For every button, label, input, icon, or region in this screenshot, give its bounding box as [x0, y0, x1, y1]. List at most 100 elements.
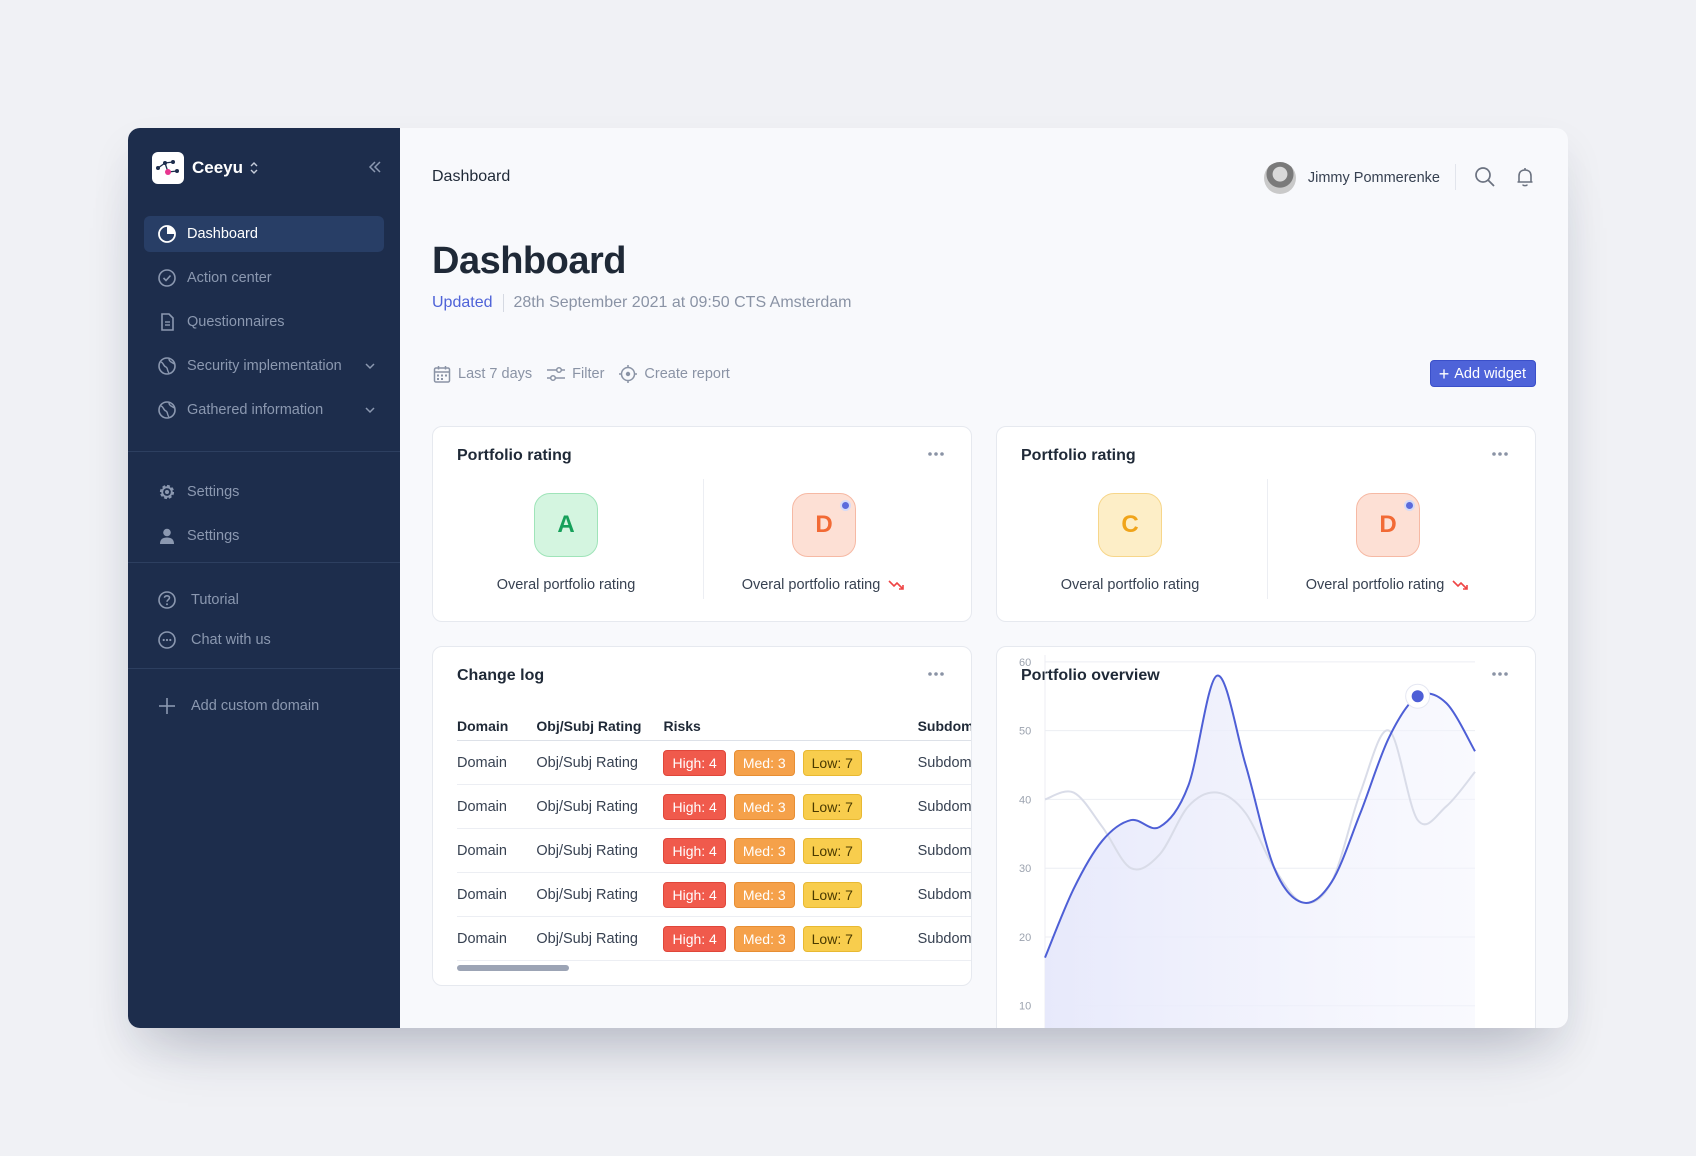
rating-badge: D	[792, 493, 856, 557]
domain-nav: Add custom domain	[144, 688, 384, 732]
rating-cell: Obj/Subj Rating	[536, 842, 638, 859]
risk-low-badge: Low: 7	[802, 749, 862, 776]
risk-high-badge: High: 4	[663, 749, 726, 776]
page-title: Dashboard	[432, 240, 626, 282]
card-title: Change log	[457, 667, 545, 684]
y-tick-label: 20	[1019, 932, 1031, 944]
portfolio-overview-card: Portfolio overview 10 20 30 40 50 60	[996, 646, 1536, 1028]
notification-dot	[840, 500, 851, 511]
add-custom-domain-button[interactable]: Add custom domain	[144, 688, 384, 724]
risks-cell: High: 4 Med: 3 Low: 7	[663, 749, 917, 776]
last-updated: Updated 28th September 2021 at 09:50 CTS…	[432, 294, 851, 312]
more-options-icon[interactable]	[927, 671, 945, 677]
more-options-icon[interactable]	[1491, 671, 1509, 677]
rating-label-text: Overal portfolio rating	[741, 577, 881, 593]
sidebar-item-chat[interactable]: Chat with us	[144, 622, 384, 658]
sidebar-item-security-implementation[interactable]: Security implementation	[144, 348, 384, 384]
table-header: Domain Obj/Subj Rating Risks Subdom	[457, 711, 972, 741]
y-tick-label: 30	[1019, 863, 1031, 875]
risk-med-badge: Med: 3	[733, 837, 795, 864]
card-title: Portfolio rating	[457, 447, 572, 464]
workspace-switcher[interactable]: Ceeyu	[152, 152, 259, 184]
sidebar-item-dashboard[interactable]: Dashboard	[144, 216, 384, 252]
add-custom-domain-label: Add custom domain	[191, 698, 320, 714]
series-area	[1045, 675, 1475, 1028]
domain-cell: Domain	[457, 930, 507, 947]
create-report-button[interactable]: Create report	[618, 364, 730, 384]
risk-low-badge: Low: 7	[802, 925, 862, 952]
card-title: Portfolio rating	[1021, 447, 1136, 464]
column-header: Subdom	[917, 717, 972, 734]
risks-cell: High: 4 Med: 3 Low: 7	[663, 925, 917, 952]
domain-cell: Domain	[457, 754, 507, 771]
calendar-icon	[433, 366, 451, 383]
collapse-sidebar-icon[interactable]	[366, 158, 384, 176]
user-menu[interactable]: Jimmy Pommerenke	[1263, 162, 1440, 194]
date-range-label: Last 7 days	[458, 366, 533, 382]
avatar	[1263, 162, 1296, 194]
sidebar-item-label: Gathered information	[187, 402, 324, 418]
table-row[interactable]: Domain Obj/Subj Rating High: 4 Med: 3 Low: 7…	[457, 829, 971, 873]
dashboard-toolbar: Last 7 days Filter	[432, 364, 744, 384]
sidebar-item-settings[interactable]: Settings	[144, 474, 384, 510]
table-row[interactable]: Domain Obj/Subj Rating High: 4 Med: 3 Low: 7…	[457, 917, 971, 961]
risk-med-badge: Med: 3	[733, 793, 795, 820]
sidebar-item-tutorial[interactable]: Tutorial	[144, 582, 384, 618]
table-row[interactable]: Domain Obj/Subj Rating High: 4 Med: 3 Low: 7…	[457, 873, 971, 917]
sidebar-item-label: Questionnaires	[187, 314, 285, 330]
table-row[interactable]: Domain Obj/Subj Rating High: 4 Med: 3 Low: 7…	[457, 741, 972, 785]
risk-low-badge: Low: 7	[802, 793, 862, 820]
filter-label: Filter	[572, 366, 605, 382]
sidebar-item-gathered-information[interactable]: Gathered information	[144, 392, 384, 428]
sidebar-item-label: Settings	[187, 484, 240, 500]
rating-label-text: Overal portfolio rating	[496, 577, 636, 593]
rating-item: D Overal portfolio rating	[699, 493, 949, 613]
horizontal-scrollbar[interactable]	[457, 965, 569, 971]
filter-button[interactable]: Filter	[546, 364, 604, 384]
rating-cell: Obj/Subj Rating	[536, 886, 638, 903]
risk-med-badge: Med: 3	[733, 749, 795, 776]
date-range-button[interactable]: Last 7 days	[432, 364, 532, 384]
domain-cell: Domain	[457, 798, 507, 815]
table-body: Domain Obj/Subj Rating High: 4 Med: 3 Low: 7…	[457, 741, 972, 961]
portfolio-rating-card: Portfolio rating C Overal portfolio rati…	[996, 426, 1536, 622]
updated-divider	[502, 294, 504, 312]
sidebar-divider	[128, 668, 400, 669]
bell-icon[interactable]	[1514, 166, 1536, 188]
sidebar: Ceeyu Dashboard Action center	[128, 128, 400, 1028]
sidebar-item-action-center[interactable]: Action center	[144, 260, 384, 296]
rating-label: Overal portfolio rating	[1005, 577, 1255, 593]
crosshair-icon	[619, 365, 638, 383]
breadcrumb: Dashboard	[432, 168, 511, 185]
more-options-icon[interactable]	[1491, 451, 1509, 457]
more-options-icon[interactable]	[927, 451, 945, 457]
trend-down-icon	[888, 580, 905, 590]
sidebar-item-questionnaires[interactable]: Questionnaires	[144, 304, 384, 340]
subdomain-cell: Subdom	[917, 798, 972, 815]
create-report-label: Create report	[644, 366, 730, 382]
rating-cell: Obj/Subj Rating	[536, 754, 638, 771]
trend-down-icon	[1452, 580, 1469, 590]
rating-item: A Overal portfolio rating	[441, 493, 691, 613]
rating-item: C Overal portfolio rating	[1005, 493, 1255, 613]
rating-badge: A	[534, 493, 598, 557]
settings-nav: Settings Settings	[144, 474, 384, 562]
portfolio-overview-chart: 10 20 30 40 50 60	[1019, 655, 1476, 1028]
sidebar-item-account-settings[interactable]: Settings	[144, 518, 384, 554]
chevron-down-icon	[365, 407, 375, 414]
rating-label: Overal portfolio rating	[699, 577, 949, 593]
table-row[interactable]: Domain Obj/Subj Rating High: 4 Med: 3 Low: 7…	[457, 785, 972, 829]
subdomain-cell: Subdom	[917, 754, 972, 771]
globe-icon	[158, 357, 176, 375]
add-widget-button[interactable]: + Add widget	[1429, 360, 1536, 387]
search-icon[interactable]	[1474, 166, 1496, 188]
rating-cell: Obj/Subj Rating	[536, 930, 638, 947]
header-divider	[1455, 164, 1456, 190]
question-circle-icon	[158, 591, 176, 609]
workspace-name: Ceeyu	[192, 158, 244, 177]
change-log-table: Domain Obj/Subj Rating Risks Subdom Doma…	[457, 711, 972, 961]
portfolio-rating-card: Portfolio rating A Overal portfolio rati…	[432, 426, 972, 622]
risk-high-badge: High: 4	[663, 881, 726, 908]
series-line-primary	[1044, 674, 1476, 958]
app-window: Ceeyu Dashboard Action center	[128, 128, 1568, 1028]
